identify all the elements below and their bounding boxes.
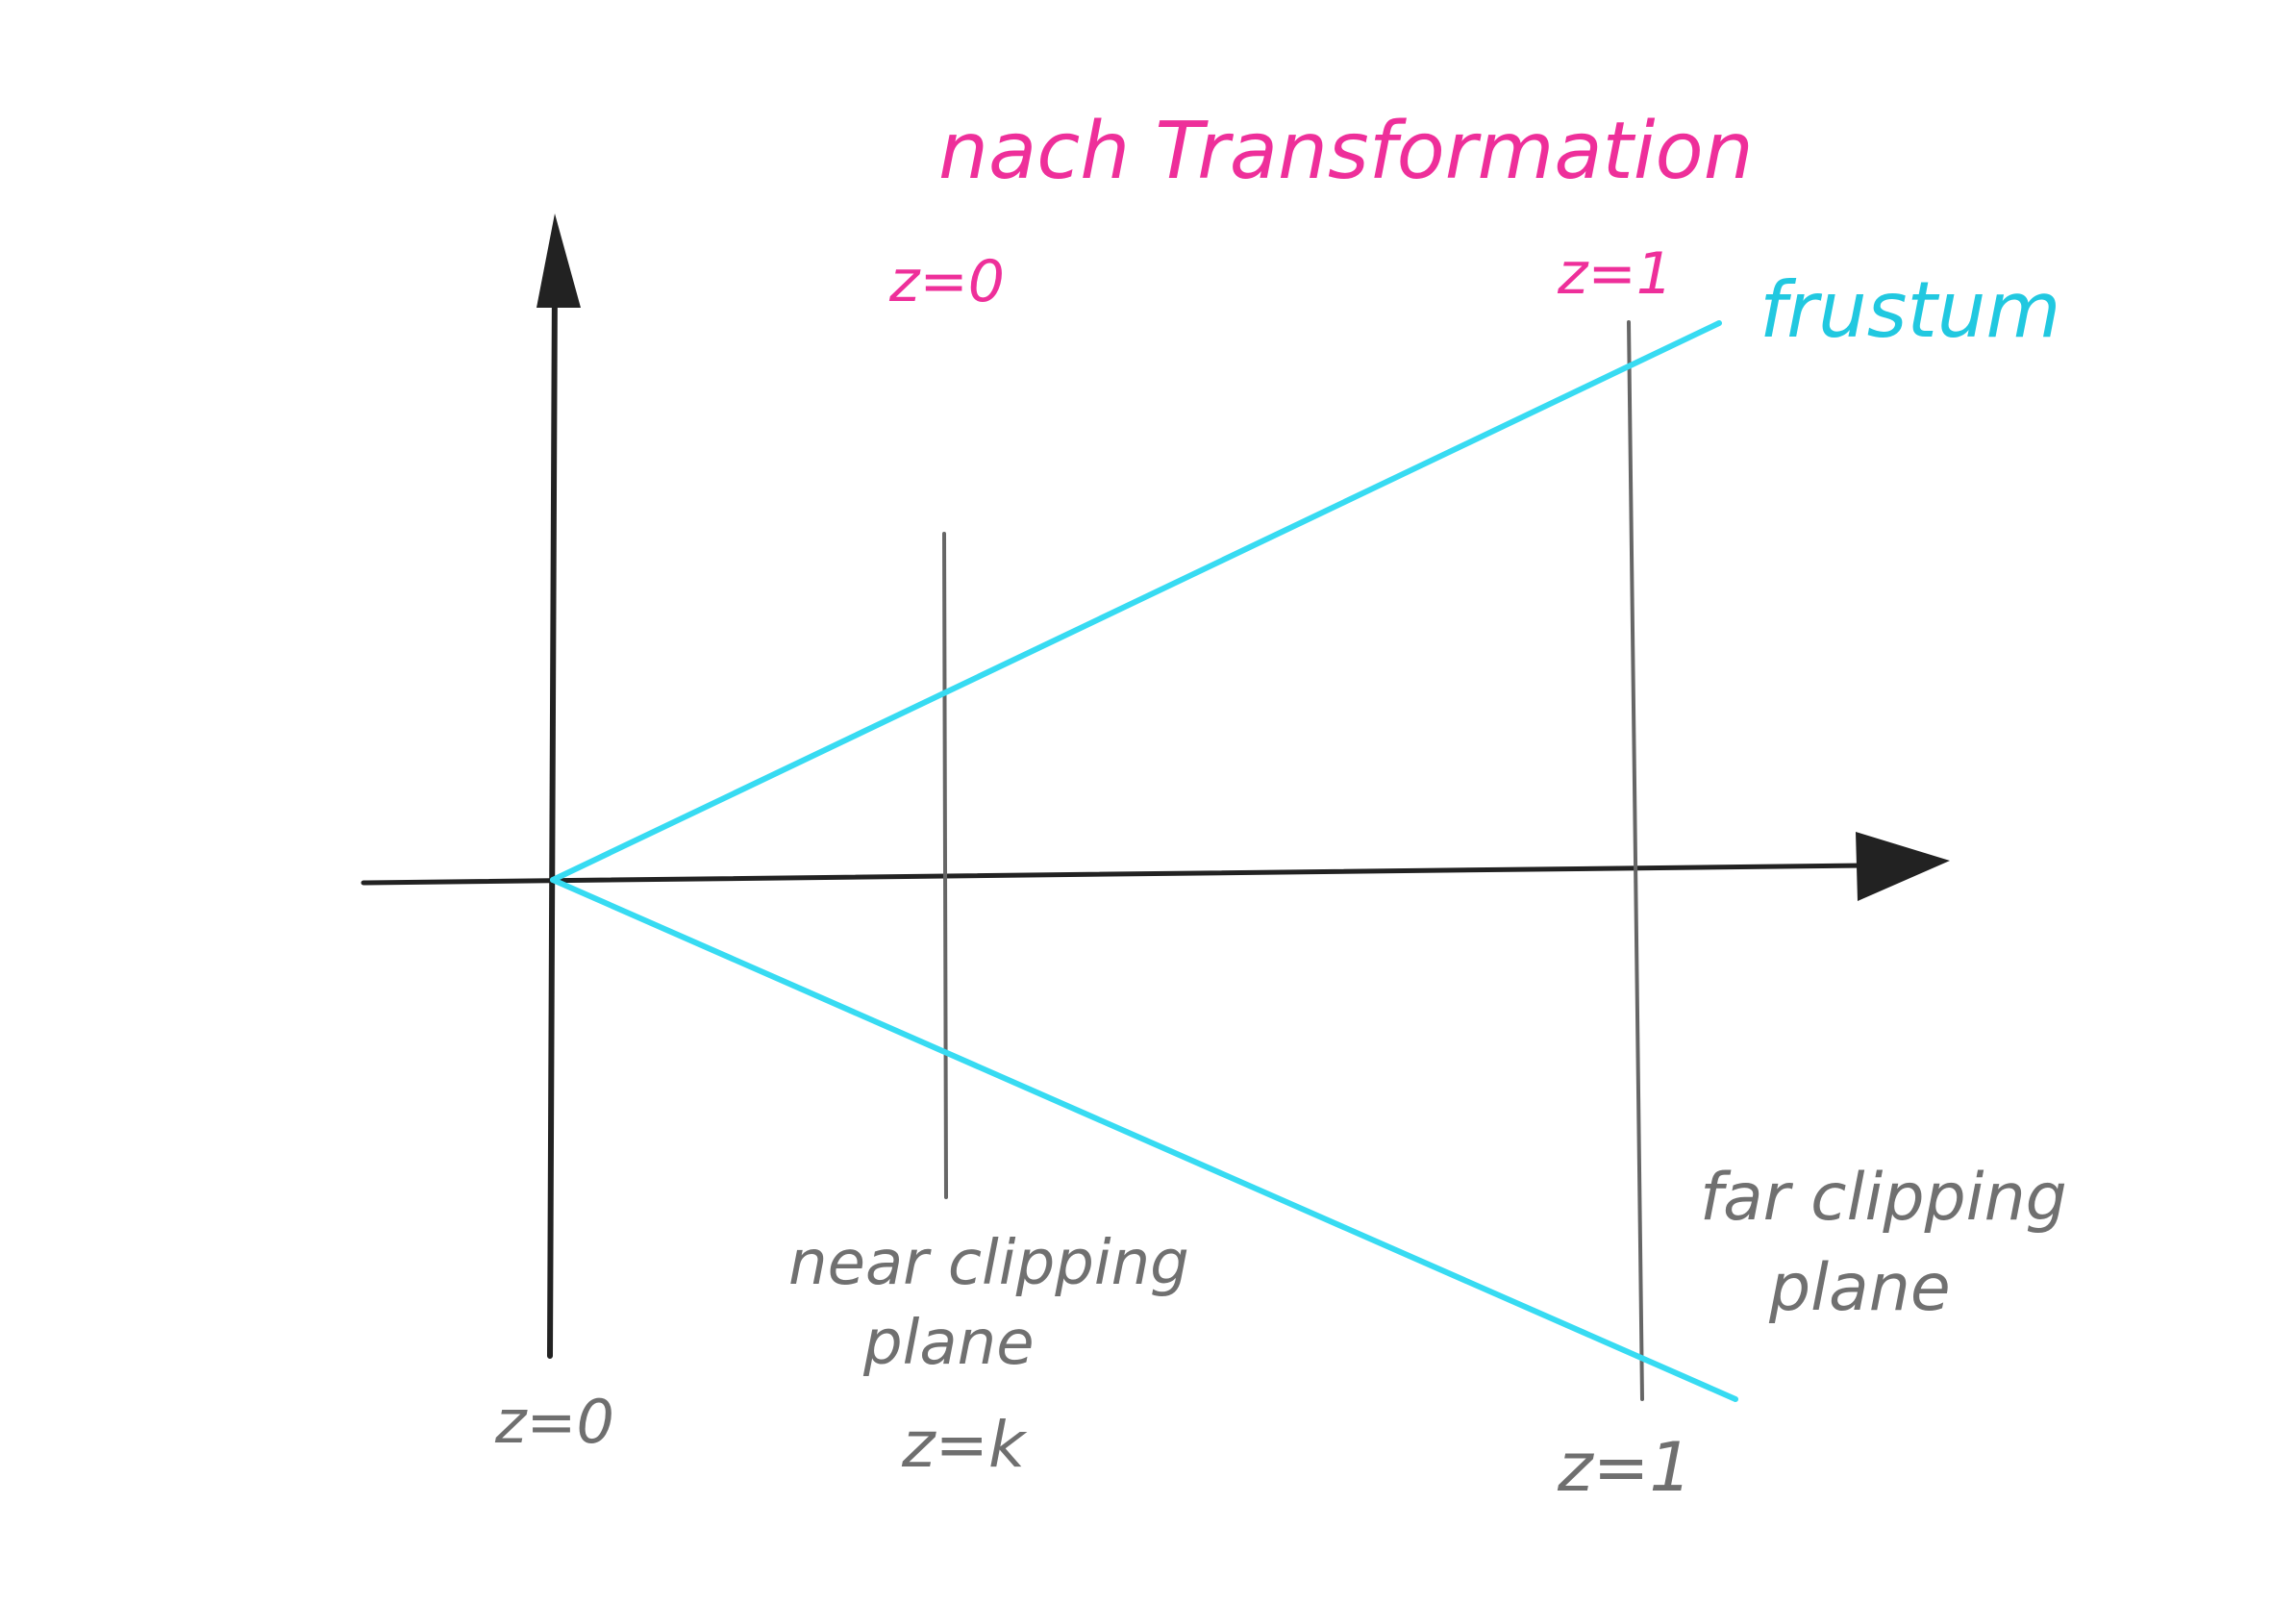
far-clipping-plane-line xyxy=(1627,320,1644,1401)
x-axis xyxy=(361,863,1868,886)
bottom-label-near: z=k xyxy=(901,1408,1028,1482)
bottom-label-origin: z=0 xyxy=(494,1387,614,1457)
y-axis-arrowhead xyxy=(537,213,581,308)
y-axis xyxy=(547,276,558,1359)
frustum-label: frustum xyxy=(1759,265,2060,355)
far-plane-label-line2: plane xyxy=(1768,1250,1951,1326)
bottom-label-far: z=1 xyxy=(1557,1428,1692,1507)
frustum-lower-line xyxy=(550,877,1738,1402)
frustum-upper-line xyxy=(550,320,1722,883)
x-axis-arrowhead xyxy=(1856,832,1950,901)
near-plane-label-line1: near clipping xyxy=(788,1228,1189,1299)
near-clipping-plane-line xyxy=(942,532,948,1199)
top-label-near: z=0 xyxy=(888,248,1005,315)
top-label-far: z=1 xyxy=(1557,240,1673,308)
near-plane-label-line2: plane xyxy=(862,1308,1035,1379)
diagram-title: nach Transformation xyxy=(938,106,1754,197)
far-plane-label-line1: far clipping xyxy=(1700,1160,2067,1236)
